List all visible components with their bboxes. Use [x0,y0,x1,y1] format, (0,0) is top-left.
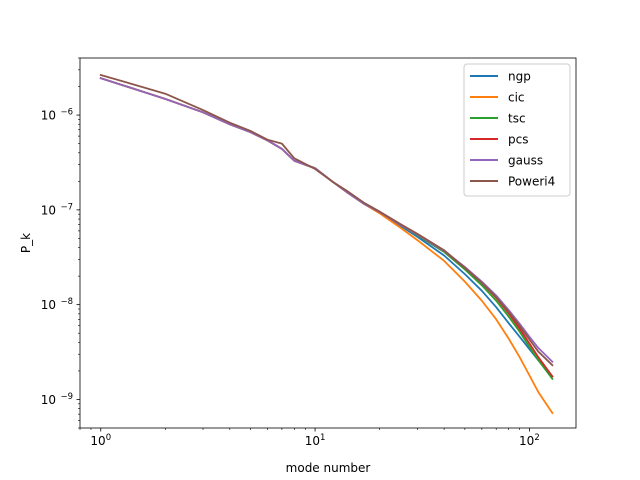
plot-area [99,73,554,415]
x-axis-label: mode number [286,461,371,475]
legend: ngp cic tsc pcs gauss Poweri4 [463,63,571,197]
y-axis-label: P_k [19,233,33,253]
legend-label-tsc: tsc [508,112,526,126]
axes-frame [79,57,577,429]
legend-label-pcs: pcs [508,133,528,147]
legend-label-gauss: gauss [508,154,543,168]
legend-label-ngp: ngp [508,70,531,84]
legend-label-poweri4: Poweri4 [508,175,555,189]
series-line-poweri4 [99,73,554,367]
legend-label-cic: cic [508,91,525,105]
